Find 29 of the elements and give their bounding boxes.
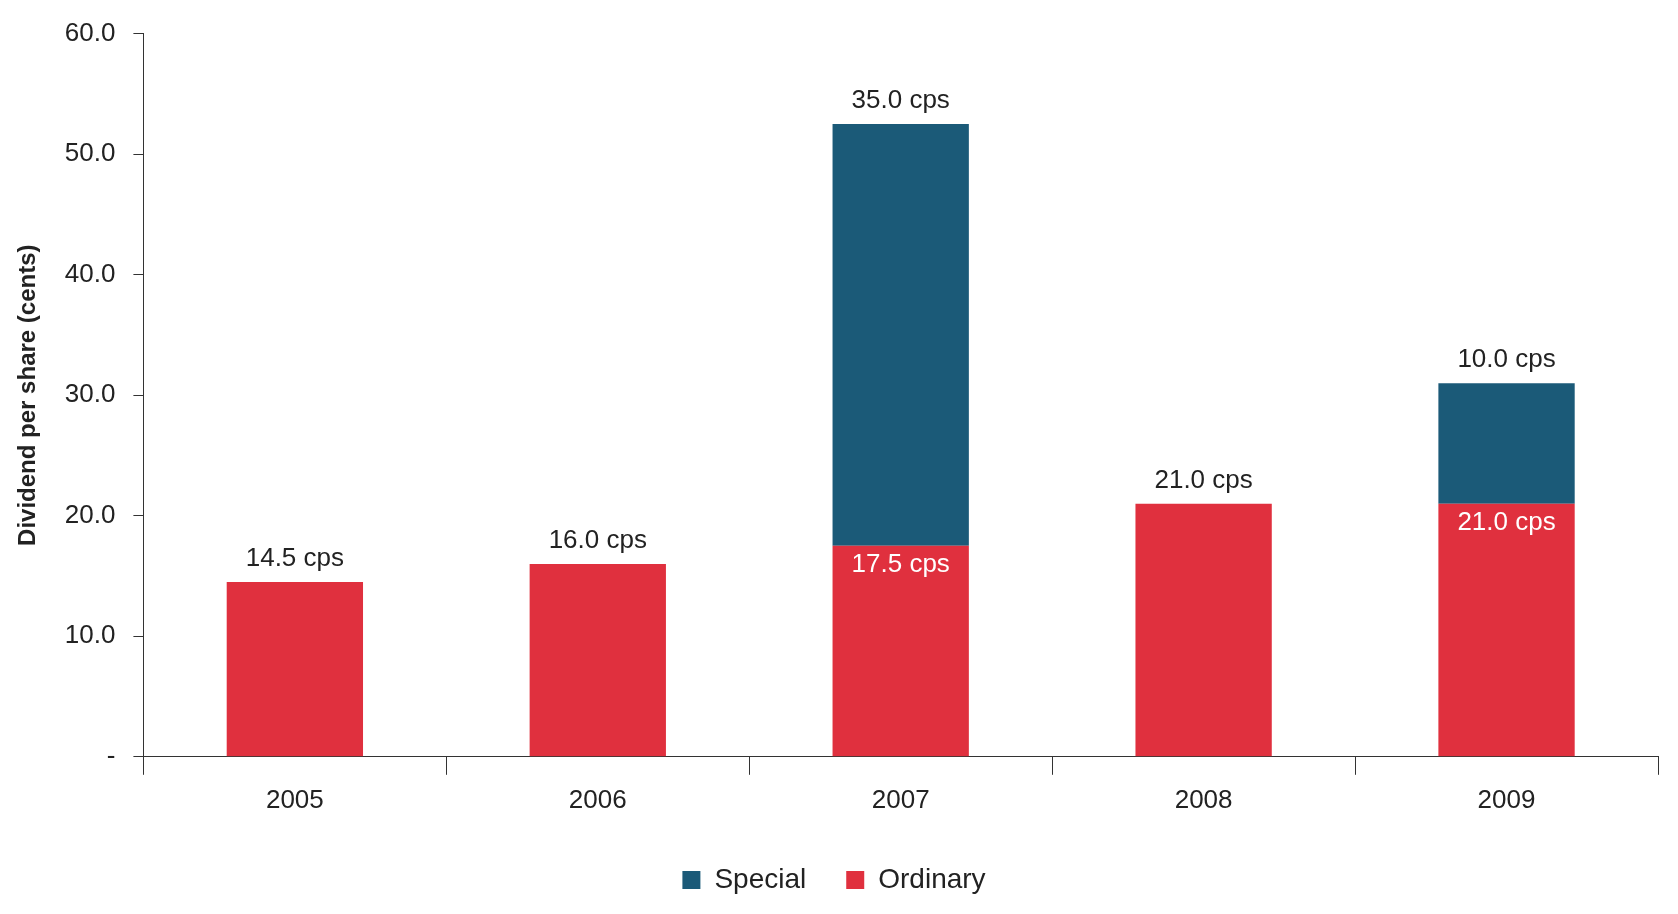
x-tick-label: 2009 [1477,783,1536,814]
data-label: 10.0 cps [1457,343,1556,374]
bar [529,563,666,757]
bar [226,582,364,757]
y-tick-label: 20.0 [64,498,116,529]
data-label: 21.0 cps [1154,463,1253,494]
y-tick-label: 40.0 [64,257,116,288]
data-label: 14.5 cps [245,542,345,573]
x-tick-label: 2008 [1174,783,1233,814]
legend-label: Special [714,862,807,894]
x-tick-label: 2006 [568,783,627,814]
legend-label: Ordinary [878,862,986,894]
x-tick-label: 2007 [871,783,930,814]
bar [1438,383,1575,504]
bar [1135,503,1272,757]
y-tick-label: 10.0 [64,619,116,650]
bar [832,545,969,757]
y-tick-label: 60.0 [64,16,116,47]
x-tick-label: 2005 [265,783,324,814]
y-tick-label: 50.0 [64,137,116,168]
bar [1438,503,1575,757]
y-tick-label: - [106,739,116,770]
y-tick-label: 30.0 [64,378,116,409]
data-label: 16.0 cps [548,524,647,555]
data-label: 21.0 cps [1457,505,1556,536]
bar [832,124,969,546]
data-label: 17.5 cps [851,548,950,579]
y-axis-title: Dividend per share (cents) [13,244,41,546]
data-label: 35.0 cps [851,84,950,115]
